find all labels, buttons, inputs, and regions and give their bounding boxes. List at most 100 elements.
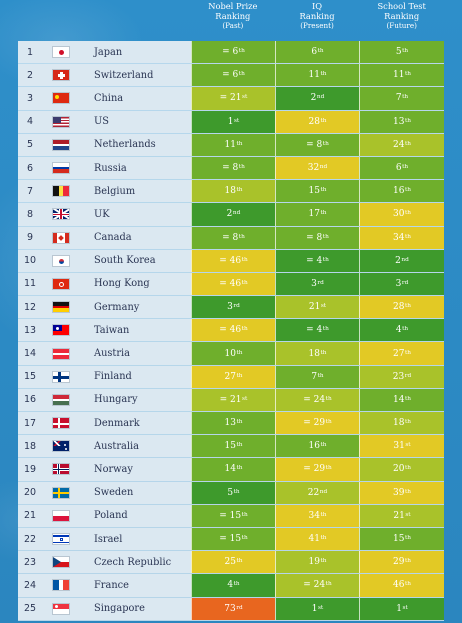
cell-suffix: th bbox=[320, 558, 327, 565]
country-cell: 2 Switzerland bbox=[18, 64, 191, 87]
cell-value: = 15 bbox=[219, 534, 242, 545]
cell-value: = 46 bbox=[219, 255, 242, 266]
cell-value: 18 bbox=[308, 348, 320, 359]
cell-value: 3 bbox=[395, 278, 402, 289]
cell-value: 34 bbox=[308, 510, 320, 521]
cell-suffix: st bbox=[405, 511, 411, 518]
cell-value: 41 bbox=[308, 534, 320, 545]
hungary-flag-icon bbox=[52, 393, 70, 406]
row-rank: 22 bbox=[23, 533, 37, 545]
cell-suffix: th bbox=[236, 187, 243, 194]
cell-suffix: th bbox=[317, 48, 324, 55]
cell-suffix: nd bbox=[319, 488, 328, 495]
row-rank: 6 bbox=[26, 162, 34, 174]
cell-suffix: th bbox=[320, 442, 327, 449]
row-rank: 21 bbox=[23, 510, 37, 522]
cell-value: 16 bbox=[308, 441, 320, 452]
country-name: Israel bbox=[94, 533, 123, 545]
country-cell: 25 Singapore bbox=[18, 597, 191, 620]
cell-suffix: th bbox=[236, 419, 243, 426]
cell-value: 23 bbox=[392, 371, 405, 382]
cell-suffix: th bbox=[236, 372, 243, 379]
country-cell: 12 Germany bbox=[18, 296, 191, 319]
header-school-title2: Ranking bbox=[384, 10, 420, 21]
switzerland-flag-icon bbox=[52, 69, 70, 82]
cell-suffix: th bbox=[241, 535, 248, 542]
row-rank: 20 bbox=[23, 487, 37, 499]
cell-suffix: rd bbox=[401, 279, 409, 286]
cell-value: 13 bbox=[224, 418, 236, 429]
country-name: France bbox=[94, 579, 129, 591]
cell-suffix: th bbox=[402, 94, 409, 101]
row-rank: 12 bbox=[23, 301, 37, 313]
cell-value: 28 bbox=[392, 302, 405, 313]
hong-kong-flag-icon bbox=[52, 277, 70, 290]
cell-value: = 6 bbox=[222, 70, 239, 81]
country-name: UK bbox=[94, 208, 110, 220]
netherlands-flag-icon bbox=[52, 138, 70, 151]
germany-flag-icon bbox=[52, 301, 70, 314]
cell-suffix: th bbox=[241, 279, 248, 286]
country-name: Czech Republic bbox=[94, 556, 172, 568]
row-rank: 4 bbox=[26, 116, 34, 128]
cell-value: 21 bbox=[308, 302, 321, 313]
cell-suffix: nd bbox=[232, 210, 241, 217]
country-cell: 1 Japan bbox=[18, 41, 191, 64]
cell-suffix: th bbox=[238, 233, 245, 240]
cell-value: 29 bbox=[392, 557, 405, 568]
cell-value: 2 bbox=[226, 209, 233, 220]
singapore-flag-icon bbox=[52, 602, 70, 615]
austria-flag-icon bbox=[52, 347, 70, 360]
cell-value: = 21 bbox=[219, 93, 242, 104]
country-cell: 6 Russia bbox=[18, 156, 191, 180]
cell-suffix: th bbox=[404, 117, 412, 124]
czech-flag-icon bbox=[52, 556, 70, 569]
cell-value: 6 bbox=[395, 163, 402, 174]
country-name: Australia bbox=[94, 440, 139, 452]
header-iq: IQ Ranking (Present) bbox=[275, 0, 360, 40]
cell-suffix: th bbox=[404, 187, 412, 194]
country-cell: 23 Czech Republic bbox=[18, 551, 191, 574]
cell-suffix: th bbox=[404, 465, 412, 472]
cell-suffix: th bbox=[241, 256, 248, 263]
uk-flag-icon bbox=[52, 208, 70, 221]
cell-suffix: th bbox=[233, 488, 240, 495]
cell-value: 32 bbox=[307, 163, 320, 174]
cell-value: 7 bbox=[395, 93, 402, 104]
header-iq-title2: Ranking bbox=[299, 10, 335, 21]
cell-value: 25 bbox=[224, 557, 236, 568]
cell-suffix: rd bbox=[233, 303, 240, 310]
cell-suffix: th bbox=[404, 535, 412, 542]
header-nobel: Nobel Prize Ranking (Past) bbox=[191, 0, 275, 40]
cell-suffix: th bbox=[404, 581, 412, 588]
cell-value: = 4 bbox=[306, 325, 323, 336]
cell-value: = 6 bbox=[222, 47, 239, 58]
cell-suffix: st bbox=[405, 442, 411, 449]
header-school-sub: (Future) bbox=[386, 21, 417, 30]
country-name: Austria bbox=[94, 348, 131, 360]
sweden-flag-icon bbox=[52, 486, 70, 499]
country-cell: 19 Norway bbox=[18, 458, 191, 481]
row-rank: 25 bbox=[23, 603, 37, 615]
cell-value: 19 bbox=[308, 557, 320, 568]
